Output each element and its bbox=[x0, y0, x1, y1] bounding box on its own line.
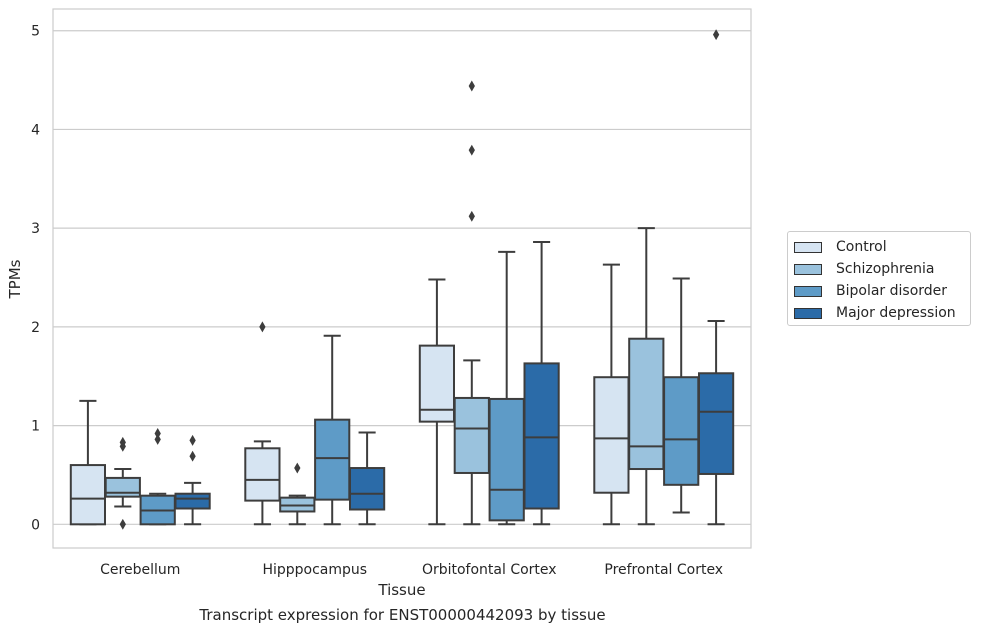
box-iqr bbox=[174, 492, 211, 510]
outlier-point-2 bbox=[468, 80, 475, 92]
boxes bbox=[69, 29, 735, 530]
box-iqr bbox=[453, 396, 490, 474]
outlier-point-1 bbox=[189, 434, 196, 446]
legend-label-schizophrenia: Schizophrenia bbox=[836, 261, 935, 277]
x-axis-label: Tissue bbox=[377, 581, 425, 599]
y-tick-label-2: 2 bbox=[31, 320, 40, 336]
x-tick-label-3: Prefrontal Cortex bbox=[604, 562, 723, 578]
box-1-1 bbox=[279, 462, 316, 526]
y-tick-label-3: 3 bbox=[31, 221, 40, 237]
y-tick-label-1: 1 bbox=[31, 419, 40, 435]
outlier-point-0 bbox=[259, 321, 266, 333]
outlier-point-0 bbox=[712, 29, 720, 41]
outlier-point-0 bbox=[189, 450, 196, 462]
box-iqr bbox=[488, 397, 525, 522]
y-tick-label-5: 5 bbox=[31, 24, 40, 40]
box-2-1 bbox=[453, 80, 490, 526]
figure-caption: Transcript expression for ENST0000044209… bbox=[199, 606, 606, 624]
plot-frame bbox=[52, 8, 752, 549]
box-iqr bbox=[628, 337, 665, 471]
outlier-point-1 bbox=[154, 428, 161, 439]
legend-item-major-depression: Major depression bbox=[794, 303, 956, 323]
box-3-3 bbox=[697, 29, 735, 526]
box-3-1 bbox=[628, 227, 665, 526]
box-iqr bbox=[104, 476, 141, 498]
outlier-point-0 bbox=[119, 518, 126, 530]
legend-swatch-bipolar-disorder bbox=[794, 285, 822, 297]
x-tick-label-2: Orbitofontal Cortex bbox=[422, 562, 557, 578]
outlier-point-0 bbox=[294, 462, 301, 474]
box-iqr bbox=[314, 418, 351, 501]
y-tick-label-0: 0 bbox=[31, 517, 40, 533]
box-iqr bbox=[593, 376, 630, 494]
box-3-0 bbox=[593, 263, 630, 526]
outlier-point-2 bbox=[119, 436, 126, 448]
y-axis-label: TPMs bbox=[6, 259, 24, 299]
box-1-2 bbox=[314, 334, 351, 526]
box-iqr bbox=[523, 362, 560, 510]
box-2-3 bbox=[523, 240, 560, 526]
legend-swatch-major-depression bbox=[794, 307, 822, 319]
x-tick-label-0: Cerebellum bbox=[100, 562, 180, 578]
box-0-0 bbox=[69, 399, 107, 526]
box-iqr bbox=[244, 447, 281, 502]
box-1-0 bbox=[244, 321, 281, 526]
legend-swatch-control bbox=[794, 241, 822, 253]
legend: Control Schizophrenia Bipolar disorder M… bbox=[787, 231, 971, 326]
box-iqr bbox=[663, 376, 700, 486]
legend-label-major-depression: Major depression bbox=[836, 305, 956, 321]
box-iqr bbox=[348, 467, 386, 511]
box-3-2 bbox=[663, 277, 700, 514]
box-1-3 bbox=[348, 431, 386, 526]
box-iqr bbox=[69, 464, 107, 526]
box-2-2 bbox=[488, 250, 525, 526]
y-tick-label-4: 4 bbox=[31, 122, 40, 138]
gridlines bbox=[53, 30, 751, 525]
legend-swatch-schizophrenia bbox=[794, 263, 822, 275]
x-tick-labels: Cerebellum Hipppocampus Orbitofontal Corte… bbox=[100, 562, 723, 578]
box-iqr bbox=[697, 372, 735, 475]
box-0-2 bbox=[139, 428, 176, 526]
outlier-point-0 bbox=[468, 210, 475, 222]
box-0-3 bbox=[174, 434, 211, 526]
legend-item-schizophrenia: Schizophrenia bbox=[794, 259, 934, 279]
outlier-point-0 bbox=[154, 433, 161, 445]
outlier-point-1 bbox=[468, 144, 475, 156]
y-tick-labels: 0 1 2 3 4 5 bbox=[31, 24, 40, 534]
box-0-1 bbox=[104, 436, 141, 530]
legend-item-control: Control bbox=[794, 237, 887, 257]
legend-label-bipolar-disorder: Bipolar disorder bbox=[836, 283, 948, 299]
box-2-0 bbox=[418, 278, 456, 526]
legend-item-bipolar-disorder: Bipolar disorder bbox=[794, 281, 947, 301]
x-tick-label-1: Hipppocampus bbox=[262, 562, 367, 578]
legend-label-control: Control bbox=[836, 239, 887, 255]
